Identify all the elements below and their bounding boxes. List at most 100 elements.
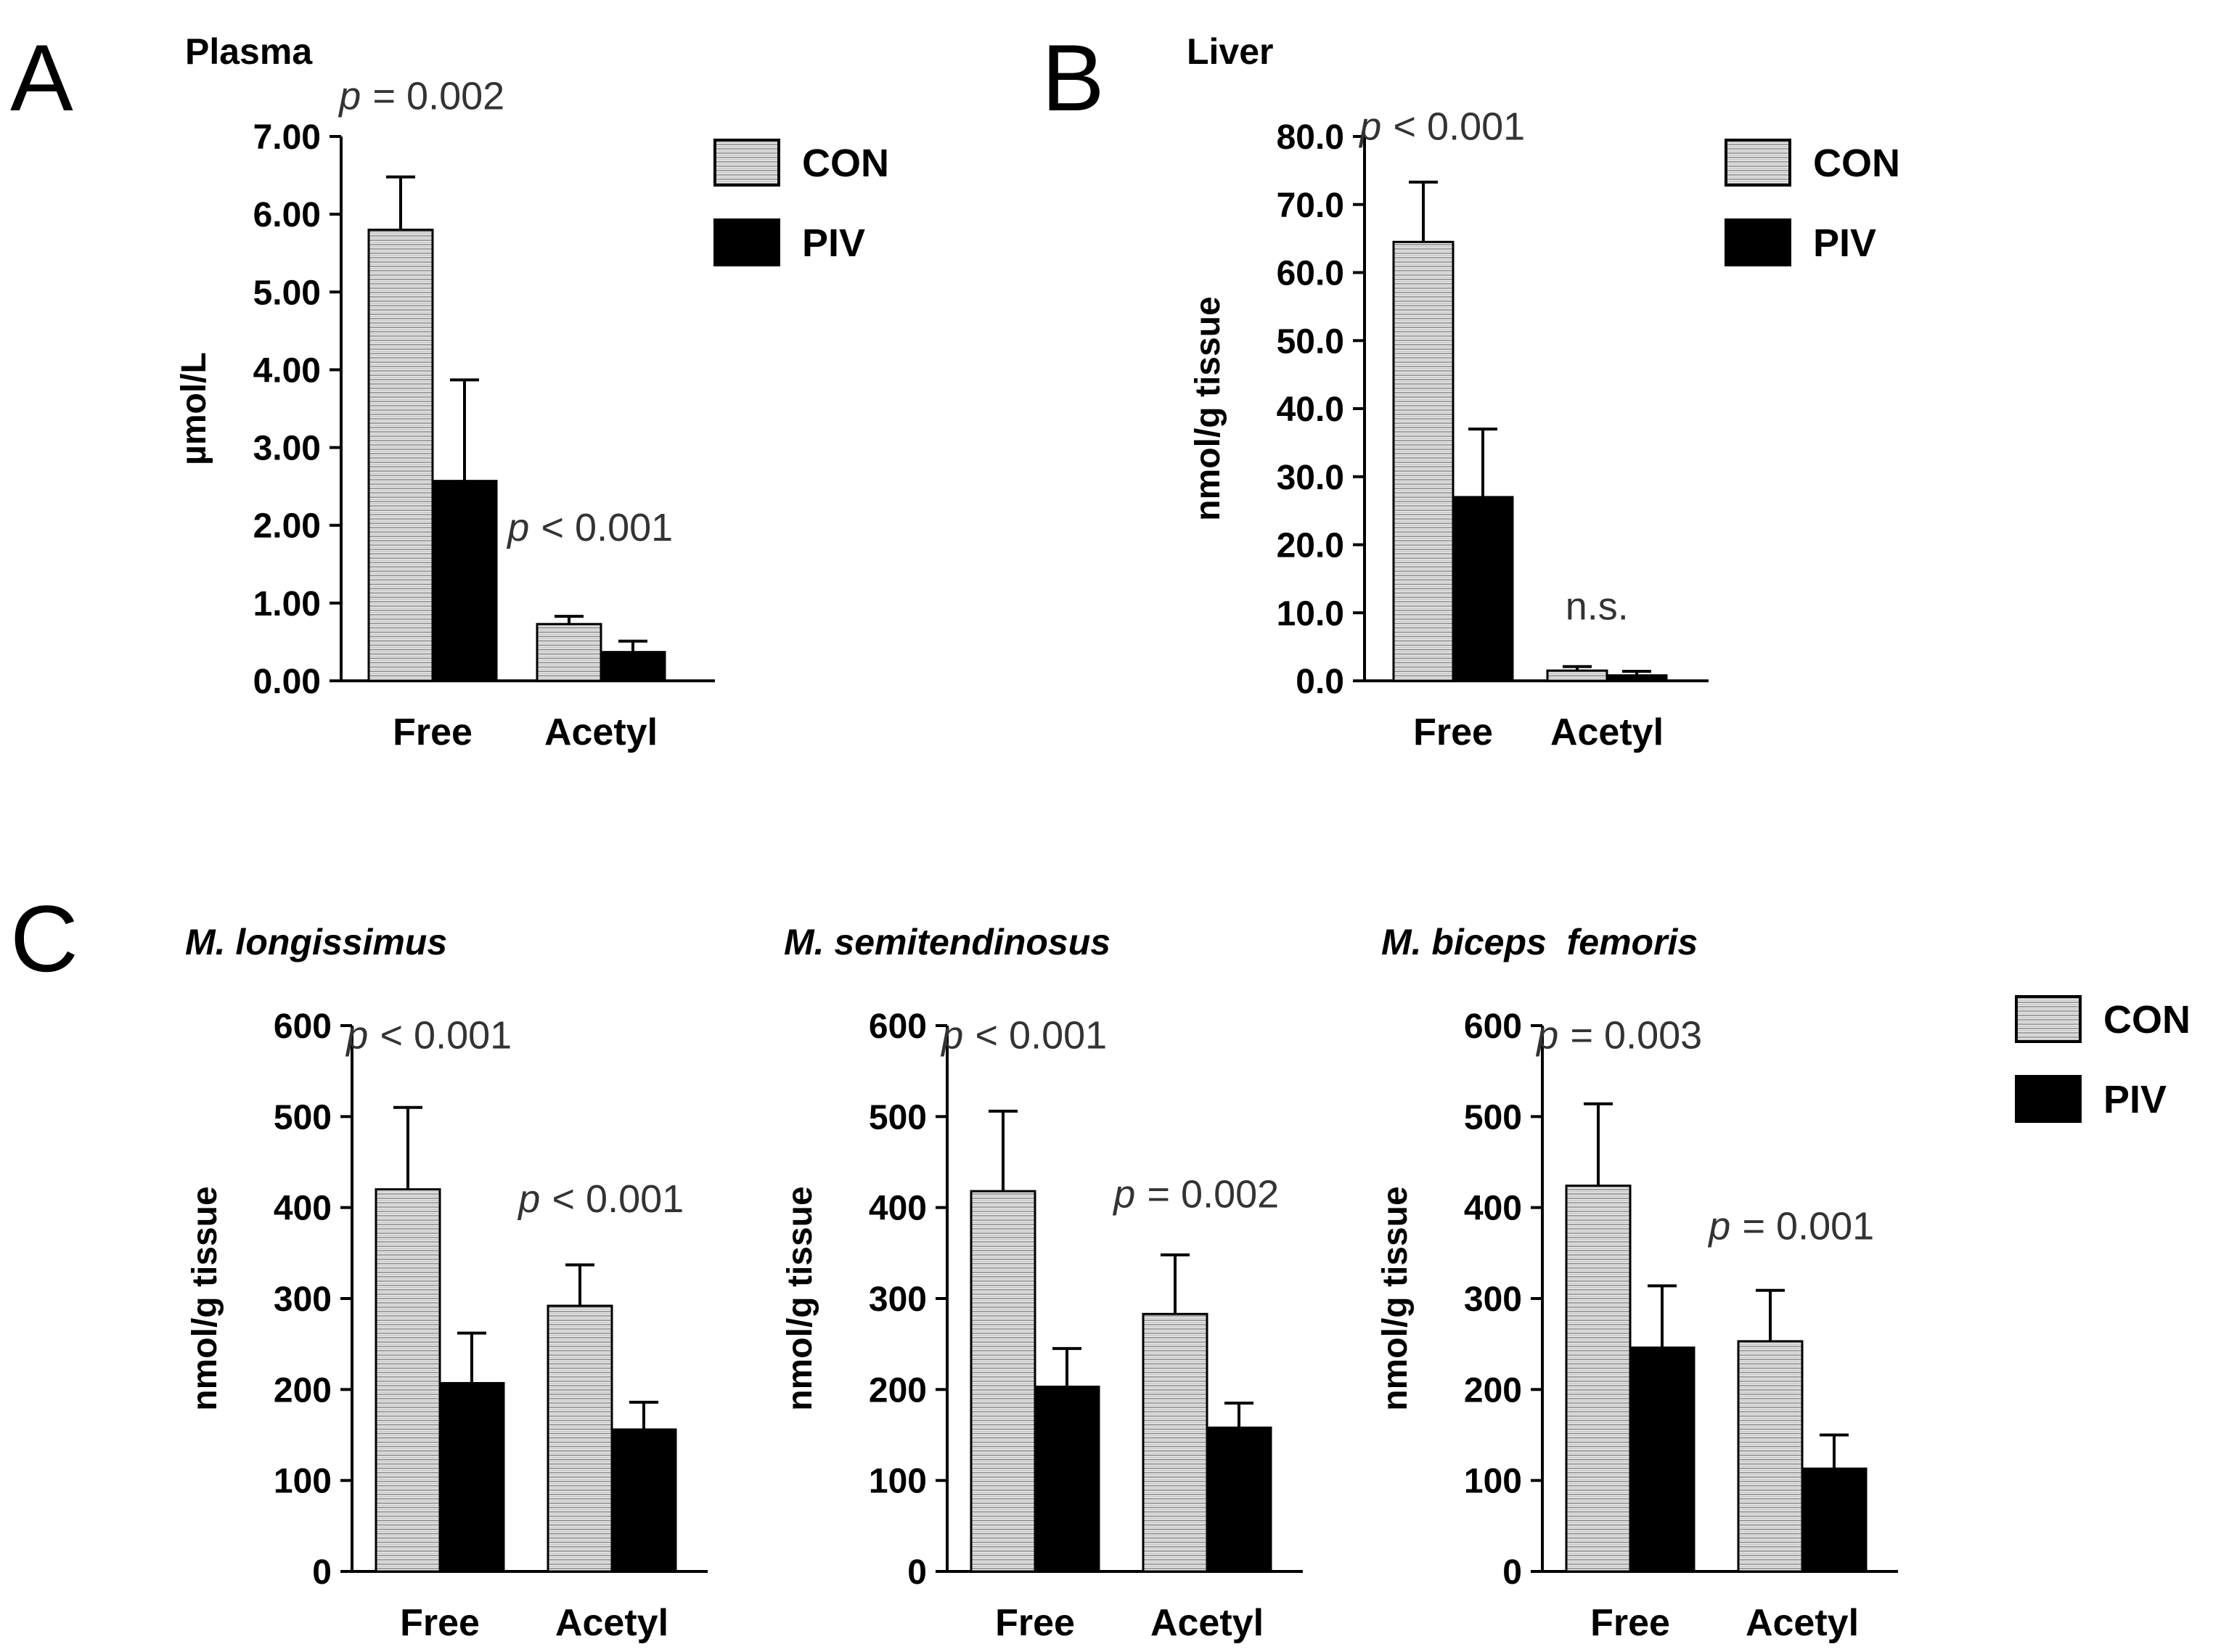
bar-piv-free <box>1629 1346 1695 1573</box>
bar-piv-free <box>1034 1386 1100 1573</box>
legend-label-con: CON <box>2103 998 2190 1042</box>
y-tick-label: 200 <box>869 1371 927 1410</box>
y-tick-label: 400 <box>869 1190 927 1228</box>
p-value-annotation: p = 0.003 <box>1535 1013 1702 1057</box>
legend-0: CON PIV <box>713 139 889 266</box>
bar-con-acetyl <box>547 1304 613 1573</box>
p-value-annotation: p < 0.001 <box>1358 105 1525 149</box>
y-tick-label: 0.0 <box>1296 663 1344 701</box>
y-axis-title: µmol/L <box>175 352 213 465</box>
panel-letter: B <box>1042 25 1105 131</box>
panel-letter: A <box>10 25 73 131</box>
p-value-text: < 0.001 <box>965 1013 1108 1057</box>
legends: CON PIV CON PIV CON PIV <box>713 139 2190 1123</box>
y-tick-label: 10.0 <box>1277 594 1344 633</box>
y-tick-label: 0 <box>312 1553 332 1592</box>
chart-title: M. biceps femoris <box>1381 922 1698 962</box>
y-axis-title: nmol/g tissue <box>1189 296 1227 520</box>
p-value-symbol: p <box>1112 1173 1135 1216</box>
p-value-text: < 0.001 <box>1383 105 1526 149</box>
legend-1: CON PIV <box>1725 139 1900 266</box>
p-value-text: < 0.001 <box>531 506 674 549</box>
y-tick-label: 5.00 <box>253 274 321 312</box>
chart-panel-c3: M. biceps femoris nmol/g tissue 0 100 200 300… <box>1376 922 1898 1644</box>
legend-swatch-con <box>2015 995 2082 1043</box>
y-tick-label: 500 <box>1464 1098 1522 1137</box>
bar-piv-free <box>431 480 498 682</box>
y-tick-label: 80.0 <box>1277 118 1344 157</box>
p-value-symbol: p <box>345 1013 368 1057</box>
y-tick-label: 100 <box>1464 1463 1522 1501</box>
p-value-annotation: p = 0.002 <box>338 75 504 118</box>
p-value-annotation: p < 0.001 <box>940 1013 1107 1057</box>
p-value-text: = 0.003 <box>1560 1013 1703 1057</box>
p-value-symbol: p <box>940 1013 963 1057</box>
y-tick-label: 20.0 <box>1277 527 1344 565</box>
p-value-annotation: n.s. <box>1566 585 1629 629</box>
chart-title: M. longissimus <box>185 922 447 962</box>
y-tick-label: 6.00 <box>253 196 321 234</box>
legend-2: CON PIV <box>2015 995 2190 1123</box>
y-tick-label: 40.0 <box>1277 390 1344 429</box>
bar-piv-acetyl <box>600 650 666 682</box>
p-value-text: = 0.002 <box>1137 1173 1280 1216</box>
y-tick-label: 300 <box>869 1280 927 1319</box>
y-tick-label: 0.00 <box>253 663 321 701</box>
y-tick-label: 30.0 <box>1277 459 1344 497</box>
bar-con-acetyl <box>1142 1312 1208 1573</box>
y-tick-label: 500 <box>274 1098 332 1137</box>
p-value-text: < 0.001 <box>541 1177 684 1221</box>
p-value-symbol: p <box>1707 1205 1730 1248</box>
p-value-text: n.s. <box>1566 585 1629 629</box>
x-category-label: Free <box>995 1602 1075 1644</box>
y-tick-label: 300 <box>274 1280 332 1319</box>
y-tick-label: 600 <box>869 1007 927 1046</box>
bar-piv-acetyl <box>1206 1426 1272 1573</box>
chart-title: Plasma <box>185 31 313 72</box>
chart-panel-a: A Plasma µmol/L 0.00 1.00 2.00 3.00 4.00 5.00 6.0… <box>10 25 715 753</box>
p-value-text: = 0.001 <box>1732 1205 1875 1248</box>
legend-label-piv: PIV <box>1813 221 1876 265</box>
x-category-label: Acetyl <box>544 711 658 753</box>
chart-panel-c1: C M. longissimus nmol/g tissue 0 100 200 300 40… <box>10 886 708 1644</box>
y-tick-label: 600 <box>1464 1007 1522 1046</box>
y-tick-label: 60.0 <box>1277 255 1344 293</box>
p-value-annotation: p < 0.001 <box>506 506 673 549</box>
chart-panel-b: B Liver nmol/g tissue 0.0 10.0 20.0 30.0 40.0 50… <box>1042 25 1709 753</box>
y-tick-label: 3.00 <box>253 430 321 468</box>
legend-swatch-piv <box>2015 1075 2082 1123</box>
p-value-annotation: p < 0.001 <box>345 1013 512 1057</box>
p-value-annotation: p = 0.002 <box>1112 1173 1279 1216</box>
y-tick-label: 100 <box>274 1463 332 1501</box>
p-value-annotation: p = 0.001 <box>1707 1205 1874 1248</box>
y-tick-label: 1.00 <box>253 585 321 623</box>
x-category-label: Free <box>400 1602 480 1644</box>
y-tick-label: 50.0 <box>1277 322 1344 361</box>
bar-piv-free <box>1452 496 1514 682</box>
bar-con-acetyl <box>1737 1340 1804 1573</box>
legend-label-con: CON <box>802 142 889 185</box>
legend-swatch-con <box>713 139 780 187</box>
x-category-label: Acetyl <box>1746 1602 1859 1644</box>
chart-title: M. semitendinosus <box>784 922 1110 962</box>
chart-panels: A Plasmaµmol/L0.001.002.003.004.005.006.0… <box>10 25 1898 1644</box>
p-value-symbol: p <box>1358 105 1381 149</box>
y-tick-label: 0 <box>1502 1553 1522 1592</box>
legend-label-piv: PIV <box>802 221 865 265</box>
y-tick-label: 100 <box>869 1463 927 1501</box>
y-tick-label: 2.00 <box>253 507 321 546</box>
y-axis-title: nmol/g tissue <box>186 1186 224 1410</box>
legend-label-con: CON <box>1813 142 1900 185</box>
chart-panel-c2: M. semitendinosus nmol/g tissue 0 100 200 300… <box>781 922 1303 1644</box>
p-value-symbol: p <box>506 506 529 549</box>
y-tick-label: 4.00 <box>253 351 321 390</box>
y-axis-title: nmol/g tissue <box>781 1186 819 1410</box>
x-category-label: Acetyl <box>555 1602 668 1644</box>
bar-con-acetyl <box>1546 669 1608 682</box>
bar-piv-acetyl <box>1801 1467 1868 1573</box>
y-tick-label: 600 <box>274 1007 332 1046</box>
panel-letter: C <box>10 886 78 991</box>
x-category-label: Free <box>1590 1602 1670 1644</box>
y-tick-label: 500 <box>869 1098 927 1137</box>
bar-con-free <box>1565 1185 1632 1573</box>
